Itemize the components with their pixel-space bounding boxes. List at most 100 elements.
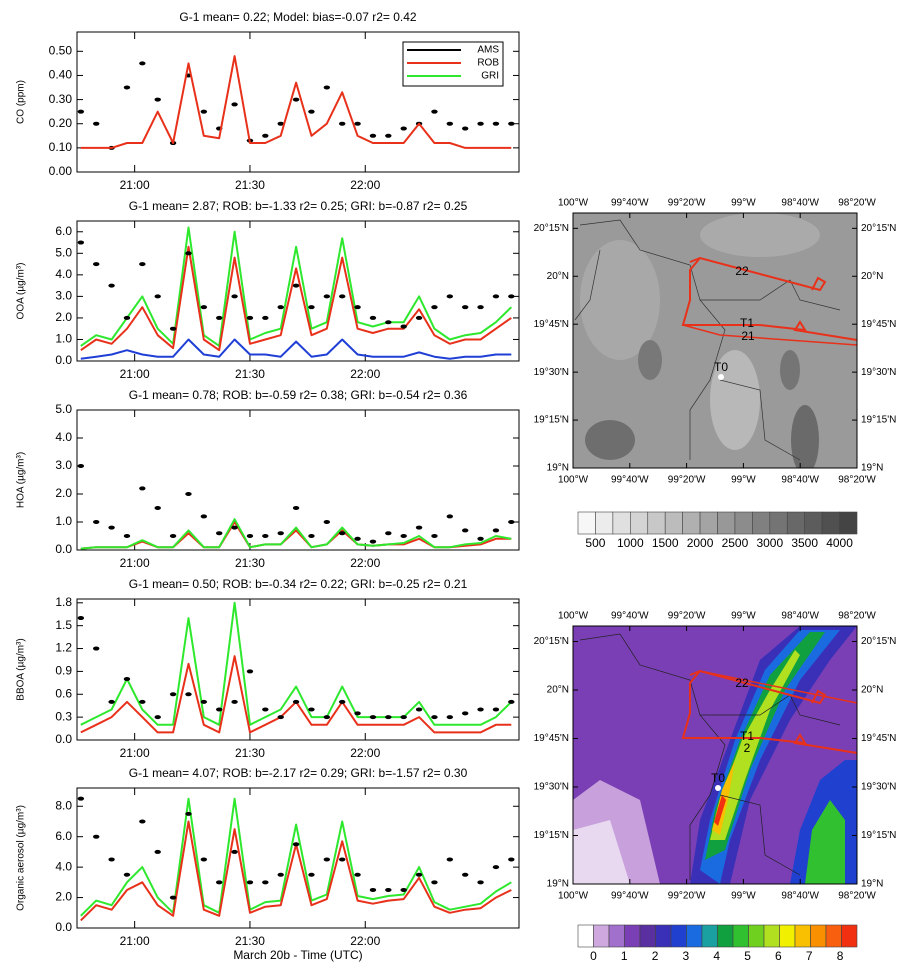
x-tick-label: 22:00 — [350, 178, 380, 192]
track-label: 22 — [735, 676, 749, 690]
y-tick-label: 2.0 — [55, 890, 72, 904]
data-point — [169, 895, 177, 900]
data-point — [339, 121, 346, 126]
data-point — [169, 326, 177, 331]
x-tick-label: 21:00 — [120, 367, 150, 381]
data-point — [477, 305, 484, 310]
data-point — [415, 525, 423, 530]
data-point — [292, 283, 300, 288]
data-point — [369, 715, 377, 720]
data-point — [446, 857, 454, 862]
colorbar-swatch — [624, 924, 641, 948]
track-label: T1 — [740, 729, 754, 743]
colorbar-label: 1500 — [652, 536, 679, 550]
colorbar-swatch — [763, 924, 780, 948]
lat-tick-label: 20°15'N — [534, 636, 569, 647]
data-point — [154, 715, 161, 720]
lon-tick-label: 100°W — [558, 611, 589, 622]
lat-tick-label: 19°45'N — [534, 733, 569, 744]
x-tick-label: 22:00 — [350, 367, 380, 381]
data-point — [185, 811, 192, 816]
y-tick-label: 0.9 — [55, 664, 72, 678]
colorbar-label: 3000 — [756, 536, 783, 550]
data-point — [400, 887, 407, 892]
lat-tick-label: 20°N — [547, 271, 569, 282]
data-point — [231, 849, 238, 854]
data-line — [80, 601, 513, 726]
data-line — [80, 226, 512, 347]
data-point — [93, 121, 100, 126]
data-point — [277, 872, 284, 877]
data-line — [80, 338, 512, 360]
y-axis-label: CO (ppm) — [16, 80, 27, 124]
data-point — [323, 294, 331, 299]
x-tick-label: 21:30 — [235, 556, 265, 570]
data-point — [369, 539, 377, 544]
data-point — [123, 315, 131, 320]
data-point — [246, 669, 254, 674]
lon-tick-label: 98°20'W — [838, 198, 876, 209]
y-tick-label: 0.0 — [55, 353, 72, 367]
data-point — [308, 707, 315, 712]
lon-tick-label: 99°40'W — [611, 891, 649, 902]
data-point — [231, 699, 238, 704]
data-point — [93, 262, 100, 267]
data-point — [231, 525, 238, 530]
colorbar-swatch — [804, 511, 823, 535]
data-point — [369, 887, 377, 892]
colorbar-label: 1000 — [617, 536, 644, 550]
data-point — [461, 711, 469, 716]
lat-tick-label: 19°30'N — [861, 367, 896, 378]
x-tick-label: 21:30 — [235, 178, 265, 192]
data-point — [431, 715, 438, 720]
colorbar-label: 3500 — [791, 536, 818, 550]
y-tick-label: 0.10 — [49, 140, 73, 154]
data-point — [400, 534, 407, 538]
x-tick-label: 22:00 — [350, 556, 380, 570]
lon-tick-label: 100°W — [558, 475, 589, 486]
y-tick-label: 2.0 — [55, 486, 72, 500]
y-tick-label: 1.8 — [55, 595, 72, 609]
data-point — [277, 305, 284, 310]
track-start — [718, 374, 724, 380]
data-point — [415, 872, 423, 877]
data-point — [477, 880, 484, 885]
colorbar-label: 5 — [744, 949, 751, 963]
data-point — [108, 857, 115, 862]
data-point — [446, 121, 454, 126]
y-tick-label: 1.0 — [55, 332, 72, 346]
data-point — [262, 534, 269, 538]
data-point — [262, 133, 269, 138]
data-point — [492, 707, 500, 712]
colorbar-swatch — [655, 924, 672, 948]
lon-tick-label: 98°40'W — [781, 891, 819, 902]
data-line — [80, 797, 512, 917]
data-point — [461, 528, 469, 533]
data-point — [431, 109, 438, 114]
y-axis-label: HOA (µg/m³) — [16, 452, 27, 508]
lon-tick-label: 99°W — [731, 611, 756, 622]
data-point — [508, 699, 515, 704]
y-axis-label: BBOA (µg/m³) — [16, 638, 27, 700]
data-point — [354, 305, 361, 310]
y-tick-label: 1.2 — [55, 641, 72, 655]
colorbar-swatch — [839, 511, 858, 535]
y-tick-label: 0.3 — [55, 709, 72, 723]
data-point — [77, 109, 85, 114]
lat-tick-label: 20°N — [861, 685, 883, 696]
data-point — [231, 102, 238, 107]
data-line — [80, 820, 512, 922]
lon-tick-label: 99°W — [731, 891, 756, 902]
colorbar-label: 0 — [590, 949, 597, 963]
data-point — [308, 109, 315, 114]
data-point — [77, 240, 85, 245]
colorbar-swatch — [699, 511, 718, 535]
data-point — [108, 283, 115, 288]
data-point — [508, 520, 515, 524]
track-label: T0 — [714, 360, 728, 374]
data-point — [200, 514, 208, 519]
map-background — [573, 213, 857, 468]
lat-tick-label: 19°N — [861, 879, 883, 890]
data-point — [477, 536, 484, 541]
data-point — [354, 711, 361, 716]
